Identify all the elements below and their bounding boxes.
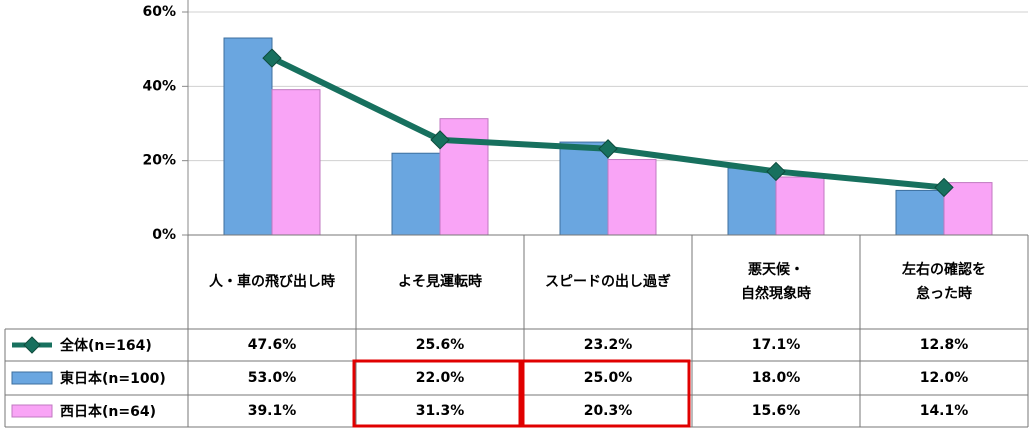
table-value: 25.0% <box>583 370 633 386</box>
legend-swatch <box>11 404 53 418</box>
table-value: 25.6% <box>415 337 465 353</box>
bar <box>559 141 609 236</box>
y-tick-label: 0% <box>152 227 176 243</box>
table-value: 20.3% <box>583 403 633 419</box>
category-label: 左右の確認を 怠った時 <box>902 262 986 302</box>
marker <box>766 161 786 182</box>
table-value: 23.2% <box>583 337 633 353</box>
table-value: 14.1% <box>919 403 969 419</box>
bar <box>391 152 441 236</box>
category-label: スピードの出し過ぎ <box>545 274 671 290</box>
y-tick-label: 20% <box>142 153 176 169</box>
bar <box>223 37 273 236</box>
bar <box>727 167 777 236</box>
bar <box>943 182 993 236</box>
marker <box>598 139 618 159</box>
highlight-box <box>521 359 691 428</box>
y-tick-label: 40% <box>142 78 176 94</box>
bar <box>775 176 825 236</box>
table-value: 17.1% <box>751 337 801 353</box>
table-value: 15.6% <box>751 403 801 419</box>
marker <box>430 130 450 150</box>
legend-label: 全体(n=164) <box>59 337 152 354</box>
bar <box>439 118 489 236</box>
table-value: 18.0% <box>751 370 801 386</box>
highlight-box <box>352 359 522 428</box>
category-label: よそ見運転時 <box>398 274 482 290</box>
table-value: 39.1% <box>247 403 297 419</box>
marker <box>262 48 282 68</box>
table-value: 31.3% <box>415 403 465 419</box>
category-label: 悪天候・ 自然現象時 <box>741 262 811 302</box>
category-label: 人・車の飛び出し時 <box>209 274 335 290</box>
bar <box>271 89 321 236</box>
table-value: 22.0% <box>415 370 465 386</box>
bar <box>895 189 945 236</box>
table-value: 12.0% <box>919 370 969 386</box>
y-tick-label: 60% <box>142 4 176 20</box>
table-value: 53.0% <box>247 370 297 386</box>
table-value: 47.6% <box>247 337 297 353</box>
table-value: 12.8% <box>919 337 969 353</box>
legend-marker <box>23 336 41 354</box>
marker <box>934 177 954 198</box>
legend-label: 西日本(n=64) <box>60 403 156 420</box>
legend-swatch <box>11 371 53 385</box>
legend-label: 東日本(n=100) <box>60 370 166 387</box>
bar <box>607 159 657 236</box>
